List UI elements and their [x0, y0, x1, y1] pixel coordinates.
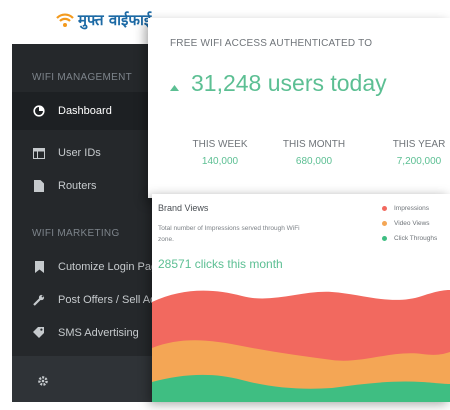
app-logo-text: मुफ्त वाईफाई [78, 11, 152, 29]
brand-views-title: Brand Views [158, 203, 209, 213]
users-today: 31,248 users today [170, 70, 387, 97]
sidebar-item-post-offers[interactable]: Post Offers / Sell Ads [12, 281, 182, 319]
document-icon [32, 179, 46, 193]
brand-views-area-chart [152, 290, 450, 402]
dashboard-icon [32, 104, 46, 118]
wrench-icon [32, 293, 46, 307]
clicks-this-month: 28571 clicks this month [158, 257, 283, 271]
sidebar-item-label: Cutomize Login Page [58, 261, 164, 273]
legend-label: Impressions [394, 205, 430, 212]
sidebar-item-label: Routers [58, 180, 97, 192]
legend-label: Click Throughs [394, 235, 438, 242]
stat-value: 7,200,000 [396, 156, 442, 167]
sidebar-item-customize-login[interactable]: Cutomize Login Page [12, 248, 182, 286]
stat-value: 680,000 [295, 156, 333, 167]
sidebar-section-management: WIFI MANAGEMENT [32, 72, 133, 83]
sidebar-item-label: User IDs [58, 147, 101, 159]
legend-label: Video Views [394, 220, 430, 227]
legend-item-video-views[interactable]: Video Views [382, 216, 437, 231]
stat-this-week: THIS WEEK 140,000 [175, 139, 265, 167]
wifi-logo-icon [56, 12, 74, 33]
stat-label: THIS WEEK [192, 139, 248, 150]
legend-item-click-throughs[interactable]: Click Throughs [382, 231, 437, 246]
click-throughs-area [152, 374, 450, 402]
legend-dot [382, 236, 387, 241]
stat-label: THIS MONTH [282, 139, 346, 150]
brand-views-panel: Brand Views Total number of Impressions … [152, 194, 450, 402]
stat-label: THIS YEAR [392, 139, 446, 150]
up-triangle-icon [170, 70, 179, 97]
legend-dot [382, 206, 387, 211]
users-summary-panel: FREE WIFI ACCESS AUTHENTICATED TO 31,248… [148, 18, 450, 198]
gear-icon[interactable] [37, 374, 49, 392]
sidebar-item-routers[interactable]: Routers [12, 167, 182, 205]
stat-this-month: THIS MONTH 680,000 [269, 139, 359, 167]
sidebar-section-marketing: WIFI MARKETING [32, 228, 120, 239]
stat-this-year: THIS YEAR 7,200,000 [374, 139, 450, 167]
sidebar-item-label: SMS Advertising [58, 327, 139, 339]
sidebar-item-label: Post Offers / Sell Ads [58, 294, 162, 306]
summary-heading: FREE WIFI ACCESS AUTHENTICATED TO [170, 38, 373, 49]
brand-views-subtitle: Total number of Impressions served throu… [158, 225, 300, 243]
users-today-headline: 31,248 users today [191, 70, 387, 96]
sidebar-item-user-ids[interactable]: User IDs [12, 134, 182, 172]
stat-value: 140,000 [201, 156, 239, 167]
sidebar-item-label: Dashboard [58, 105, 112, 117]
table-icon [32, 146, 46, 160]
sidebar-item-sms-advertising[interactable]: SMS Advertising [12, 314, 182, 352]
legend-item-impressions[interactable]: Impressions [382, 201, 437, 216]
tag-icon [32, 326, 46, 340]
bookmark-icon [32, 260, 46, 274]
chart-legend: Impressions Video Views Click Throughs [382, 201, 437, 246]
legend-dot [382, 221, 387, 226]
